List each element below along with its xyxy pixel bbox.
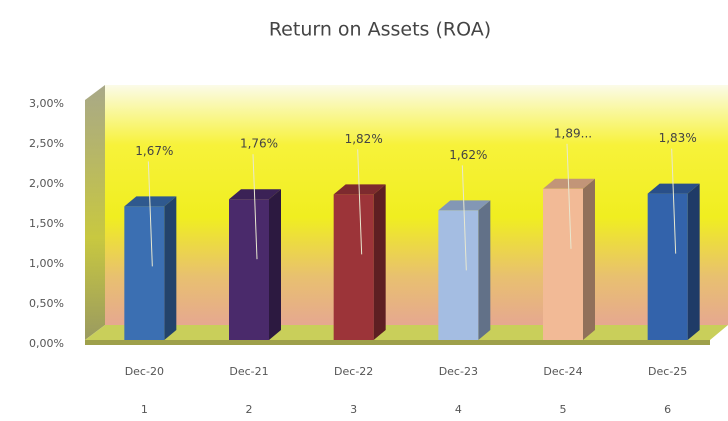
floor-edge	[85, 340, 710, 345]
bar	[647, 193, 688, 340]
leader-line	[461, 165, 467, 271]
x-tick-label: Dec-21	[229, 365, 268, 378]
side-wall	[85, 85, 105, 340]
y-tick-label: 1,00%	[29, 257, 64, 270]
back-wall	[105, 85, 728, 325]
bar	[333, 194, 374, 340]
leader-line	[357, 149, 363, 255]
y-tick-label: 0,50%	[29, 297, 64, 310]
y-tick-label: 0,00%	[29, 337, 64, 350]
x-sub-label: 3	[350, 403, 357, 416]
x-sub-label: 6	[664, 403, 671, 416]
value-label: 1,82%	[345, 132, 383, 146]
bar-side	[583, 178, 595, 340]
value-label: 1,62%	[449, 148, 487, 162]
value-label: 1,76%	[240, 137, 278, 151]
x-sub-label: 2	[246, 403, 253, 416]
y-tick-label: 1,50%	[29, 217, 64, 230]
leader-line	[671, 148, 677, 254]
bar	[124, 206, 165, 340]
bar	[543, 188, 583, 340]
bar	[229, 199, 269, 340]
x-sub-label: 4	[455, 403, 462, 416]
value-label: 1,67%	[135, 144, 173, 158]
y-tick-label: 3,00%	[29, 97, 64, 110]
chart-title: Return on Assets (ROA)	[269, 19, 491, 41]
x-sub-label: 1	[141, 403, 148, 416]
leader-line	[566, 143, 572, 249]
bar-side	[687, 183, 700, 340]
bar-side	[164, 196, 177, 340]
bar-side	[478, 200, 491, 340]
x-sub-label: 5	[560, 403, 567, 416]
floor	[85, 325, 728, 340]
bar-side	[373, 184, 386, 340]
bar	[438, 210, 479, 340]
y-tick-label: 2,50%	[29, 137, 64, 150]
leader-line	[147, 161, 153, 267]
value-label: 1,89...	[554, 126, 592, 140]
y-tick-label: 2,00%	[29, 177, 64, 190]
x-tick-label: Dec-23	[439, 365, 478, 378]
x-tick-label: Dec-25	[648, 365, 687, 378]
x-tick-label: Dec-24	[543, 365, 582, 378]
value-label: 1,83%	[659, 131, 697, 145]
bar-side	[269, 189, 281, 340]
x-tick-label: Dec-20	[125, 365, 164, 378]
x-tick-label: Dec-22	[334, 365, 373, 378]
leader-line	[252, 154, 258, 260]
